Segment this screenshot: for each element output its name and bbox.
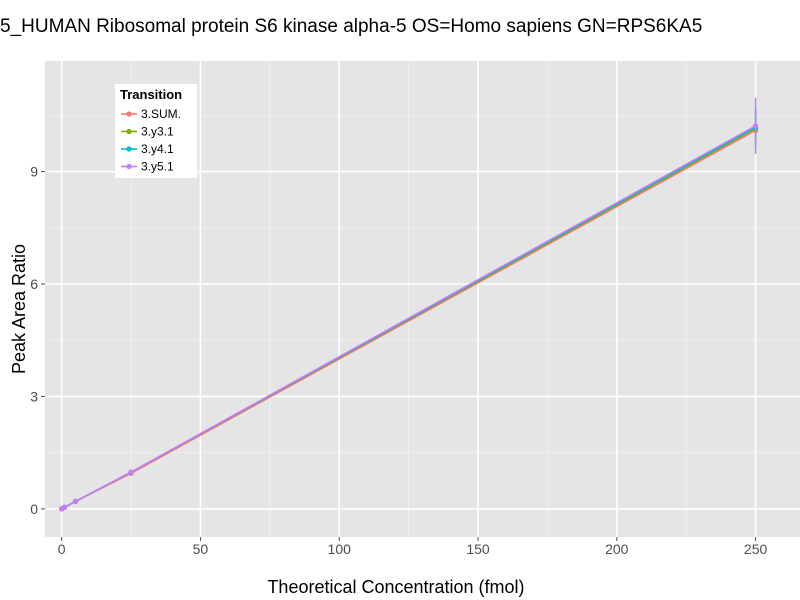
legend-key-point <box>126 163 132 170</box>
x-axis: 0 50 100 150 200 250 <box>58 537 768 557</box>
legend-item: 3.y5.1 <box>121 160 174 174</box>
x-tick-label: 50 <box>193 541 209 557</box>
legend-key-point <box>126 128 132 135</box>
x-tick-label: 150 <box>466 541 490 557</box>
legend-label: 3.y4.1 <box>141 142 174 156</box>
data-point <box>61 504 68 510</box>
x-tick-label: 250 <box>744 541 768 557</box>
y-tick-label: 0 <box>30 501 38 517</box>
y-axis: 0 3 6 9 <box>30 164 45 517</box>
legend-key-point <box>126 146 132 152</box>
legend-item: 3.SUM. <box>121 107 181 121</box>
legend-item: 3.y3.1 <box>121 125 174 139</box>
legend-item: 3.y4.1 <box>121 142 174 156</box>
x-tick-label: 0 <box>58 541 66 557</box>
data-point <box>128 469 134 475</box>
y-tick-label: 6 <box>30 276 38 292</box>
legend-title: Transition <box>120 87 182 102</box>
legend-items: 3.SUM. 3.y3.1 3.y4.1 3.y5.1 <box>121 107 181 174</box>
legend-label: 3.y5.1 <box>141 160 174 174</box>
legend-key-point <box>126 111 132 117</box>
y-tick-label: 9 <box>30 164 38 180</box>
data-point <box>752 123 759 129</box>
legend-label: 3.SUM. <box>141 107 181 121</box>
legend-label: 3.y3.1 <box>141 125 174 139</box>
series-layer <box>59 97 759 512</box>
x-tick-label: 200 <box>605 541 629 557</box>
x-axis-label: Theoretical Concentration (fmol) <box>267 577 524 597</box>
series-4 <box>59 97 759 512</box>
y-axis-label: Peak Area Ratio <box>9 244 29 374</box>
data-point <box>72 498 79 504</box>
chart-title: 5_HUMAN Ribosomal protein S6 kinase alph… <box>0 16 702 37</box>
x-tick-label: 100 <box>328 541 352 557</box>
y-tick-label: 3 <box>30 388 38 404</box>
legend: Transition 3.SUM. 3.y3.1 3.y4.1 3.y5.1 <box>115 84 197 178</box>
